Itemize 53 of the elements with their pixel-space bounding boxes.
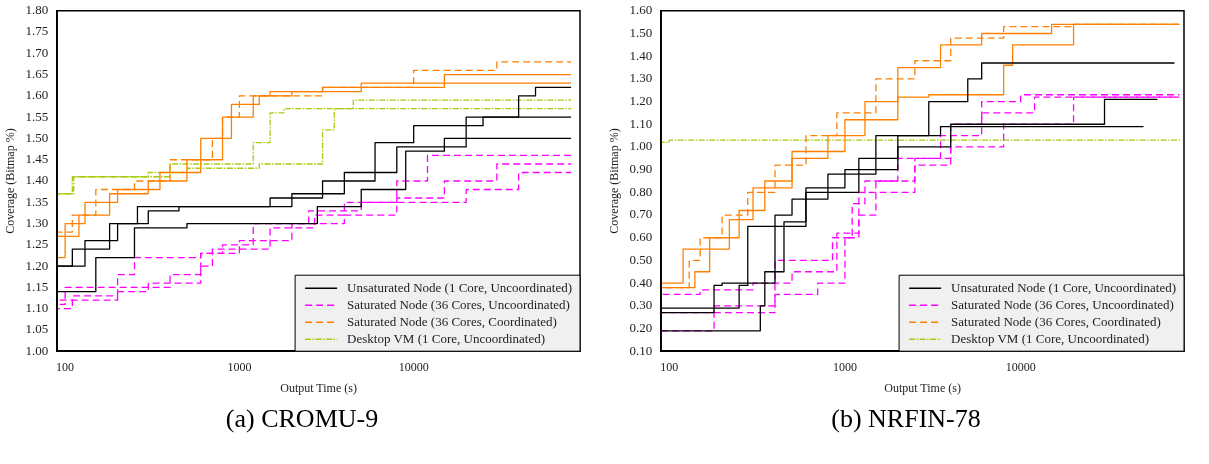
y-tick-label: 0.50 — [629, 251, 653, 267]
y-tick-label: 1.40 — [25, 172, 49, 188]
y-tick-label: 1.35 — [25, 193, 49, 209]
y-tick-label: 1.50 — [25, 129, 49, 145]
y-tick-label: 1.55 — [25, 108, 49, 124]
y-tick-label: 0.20 — [629, 319, 653, 335]
y-tick-label: 0.70 — [629, 206, 653, 222]
y-tick-label: 0.80 — [629, 183, 653, 199]
y-tick-label: 1.00 — [629, 138, 653, 154]
x-tick-label: 1000 — [832, 359, 857, 374]
y-tick-label: 0.10 — [629, 342, 653, 358]
x-axis-title: Output Time (s) — [280, 380, 357, 395]
y-tick-label: 1.00 — [25, 342, 49, 358]
y-tick-label: 0.60 — [629, 229, 653, 245]
legend-label: Desktop VM (1 Core, Uncoordinated) — [951, 330, 1150, 346]
y-tick-label: 1.60 — [629, 2, 653, 18]
y-tick-label: 1.15 — [25, 278, 49, 294]
x-tick-label: 100 — [660, 359, 679, 374]
x-axis-title: Output Time (s) — [884, 380, 961, 395]
y-tick-label: 1.50 — [629, 24, 653, 40]
legend-label: Saturated Node (36 Cores, Coordinated) — [951, 313, 1161, 329]
y-tick-label: 1.20 — [629, 93, 653, 108]
y-axis-title: Coverage (Bitmap %) — [3, 128, 18, 234]
y-tick-label: 1.10 — [629, 115, 653, 131]
y-tick-label: 0.40 — [629, 274, 653, 290]
y-tick-label: 0.30 — [629, 297, 653, 313]
y-tick-label: 1.20 — [25, 257, 49, 273]
y-tick-label: 1.45 — [25, 151, 49, 167]
y-tick-label: 1.80 — [25, 2, 49, 18]
x-tick-label: 1000 — [227, 359, 252, 374]
y-tick-label: 1.75 — [25, 23, 49, 39]
legend-label: Saturated Node (36 Cores, Uncoordinated) — [347, 296, 570, 312]
legend-label: Desktop VM (1 Core, Uncoordinated) — [347, 330, 546, 346]
y-tick-label: 1.10 — [25, 300, 49, 316]
y-tick-label: 0.90 — [629, 161, 653, 177]
x-tick-label: 100 — [56, 359, 75, 374]
legend-label: Saturated Node (36 Cores, Uncoordinated) — [951, 296, 1174, 312]
legend-label: Unsaturated Node (1 Core, Uncoordinated) — [951, 279, 1177, 295]
text: (b) NRFIN-78 — [830, 404, 982, 434]
x-tick-label: 10000 — [398, 359, 429, 374]
y-tick-label: 1.25 — [25, 236, 49, 252]
y-tick-label: 1.65 — [25, 66, 49, 82]
legend-label: Saturated Node (36 Cores, Coordinated) — [347, 313, 557, 329]
y-tick-label: 1.05 — [25, 321, 49, 337]
y-tick-label: 1.60 — [25, 87, 49, 103]
text: (a) CROMU-9 — [224, 404, 380, 434]
y-tick-label: 1.30 — [25, 214, 49, 230]
x-tick-label: 10000 — [1005, 359, 1036, 374]
legend-label: Unsaturated Node (1 Core, Uncoordinated) — [347, 279, 573, 295]
y-tick-label: 1.70 — [25, 44, 49, 60]
y-axis-title: Coverage (Bitmap %) — [607, 128, 622, 234]
y-tick-label: 1.30 — [629, 70, 653, 86]
y-tick-label: 1.40 — [629, 47, 653, 63]
